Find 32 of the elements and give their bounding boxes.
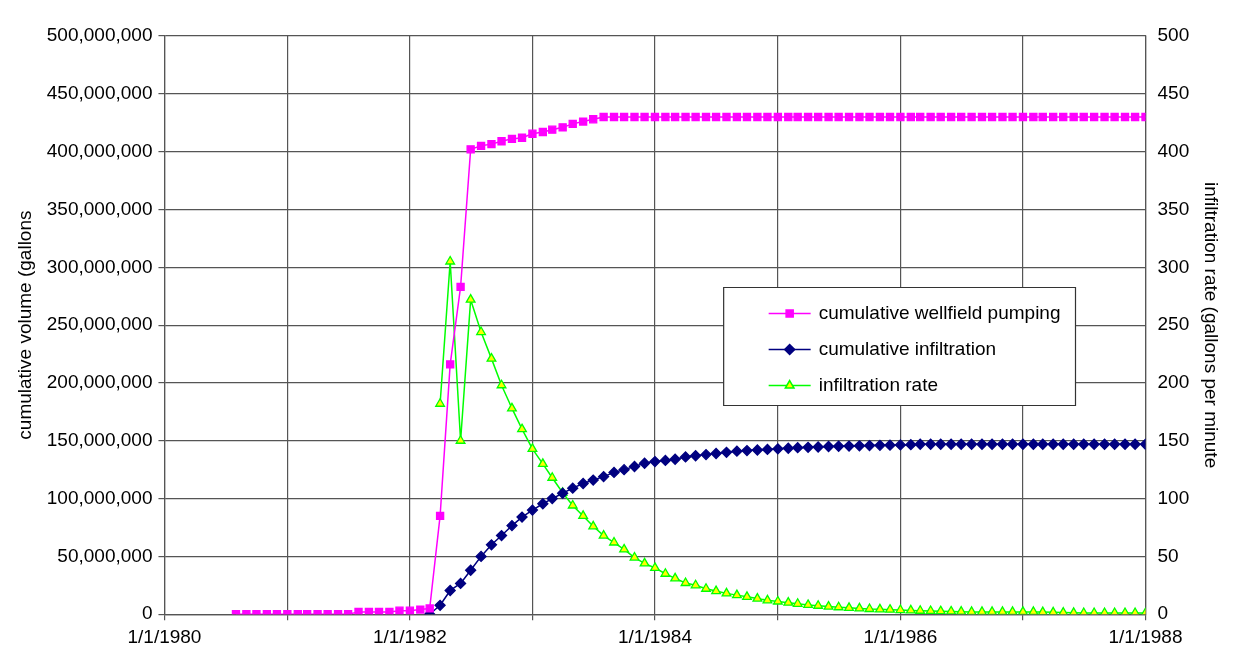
y-tick-label: 400,000,000 [46,139,153,161]
x-tick-label: 1/1/1982 [372,625,447,647]
y-tick-label: 100,000,000 [46,486,153,508]
y2-tick-label: 250 [1157,313,1190,335]
legend-label: infiltration rate [818,373,938,395]
y2-tick-label: 350 [1157,197,1190,219]
legend-label: cumulative wellfield pumping [818,301,1061,323]
y-tick-label: 50,000,000 [57,544,153,566]
x-tick-label: 1/1/1988 [1108,625,1183,647]
y2-axis-title: infiltration rate (gallons per minute [1201,182,1223,469]
y2-tick-label: 300 [1157,255,1190,277]
y-tick-label: 250,000,000 [46,313,153,335]
x-tick-label: 1/1/1984 [618,625,693,647]
y-tick-label: 0 [141,602,153,624]
y2-tick-label: 150 [1157,428,1190,450]
legend-label: cumulative infiltration [818,337,997,359]
y-tick-label: 450,000,000 [46,82,153,104]
y2-tick-label: 500 [1157,24,1190,46]
y-tick-label: 350,000,000 [46,197,153,219]
y-tick-label: 300,000,000 [46,255,153,277]
y-axis-title: cumulative volume (gallons [13,210,35,440]
y2-tick-label: 450 [1157,82,1190,104]
y2-tick-label: 400 [1157,139,1190,161]
y2-tick-label: 100 [1157,486,1190,508]
x-tick-label: 1/1/1986 [863,625,938,647]
y-tick-label: 150,000,000 [46,428,153,450]
y-tick-label: 200,000,000 [46,371,153,393]
y2-tick-label: 0 [1157,602,1169,624]
y2-tick-label: 50 [1157,544,1179,566]
y2-tick-label: 200 [1157,371,1190,393]
y-tick-label: 500,000,000 [46,24,153,46]
x-tick-label: 1/1/1980 [127,625,202,647]
